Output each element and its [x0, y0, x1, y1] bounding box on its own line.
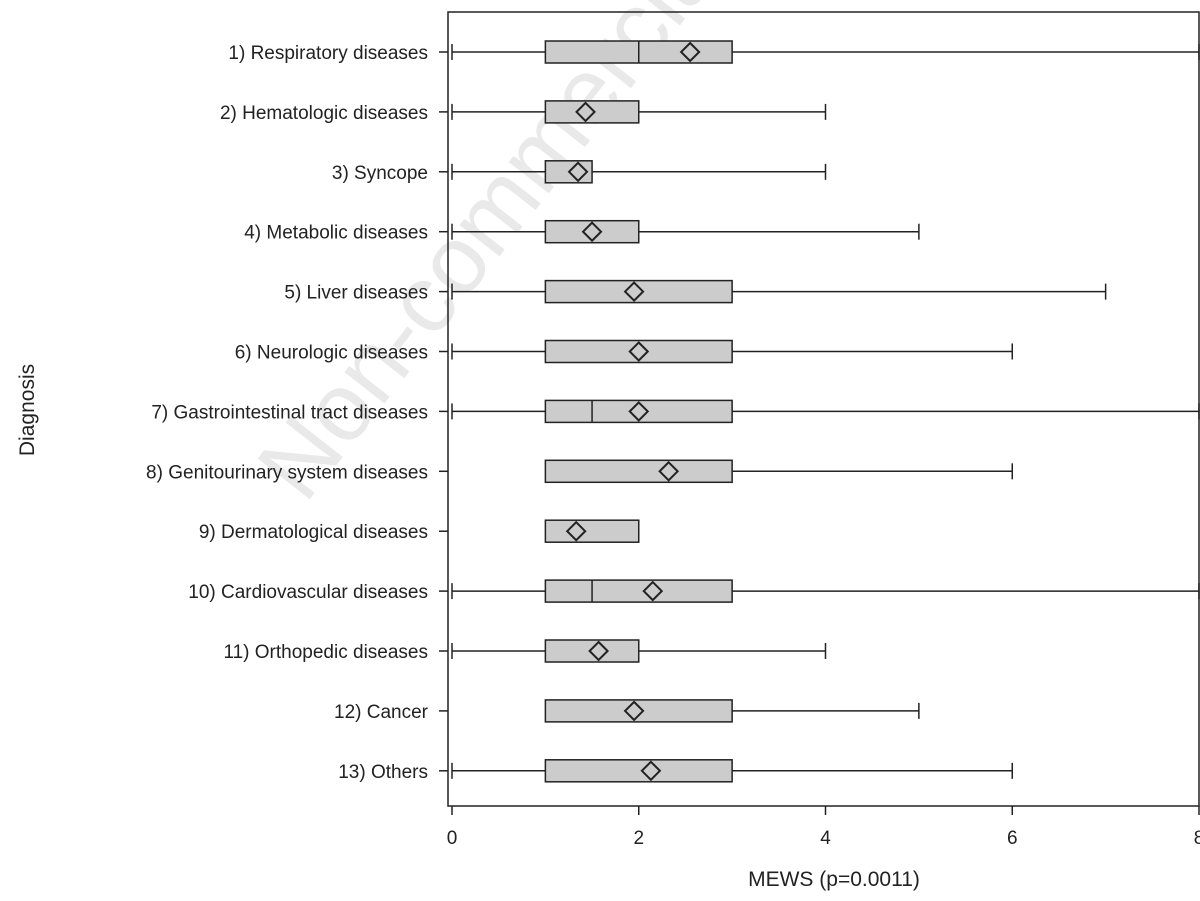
- watermark: Non-commercial: [237, 0, 752, 518]
- mean-marker: [658, 460, 680, 482]
- mean-marker: [628, 341, 650, 362]
- y-tick-label: 12) Cancer: [334, 702, 429, 723]
- x-tick-label: 2: [633, 828, 644, 849]
- y-axis-label: Diagnosis: [16, 364, 39, 456]
- y-tick-label: 1) Respiratory diseases: [228, 43, 428, 64]
- x-tick-label: 8: [1194, 828, 1200, 849]
- y-tick-label: 11) Orthopedic diseases: [223, 642, 428, 663]
- mean-marker: [679, 41, 701, 63]
- y-tick-label: 13) Others: [338, 762, 428, 783]
- x-tick-label: 6: [1007, 828, 1018, 849]
- y-tick-label: 2) Hematologic diseases: [220, 103, 428, 124]
- mean-marker: [628, 400, 650, 422]
- mean-marker: [640, 760, 662, 782]
- x-tick-label: 0: [447, 828, 458, 849]
- x-axis-label: MEWS (p=0.0011): [748, 868, 920, 891]
- y-tick-label: 10) Cardiovascular diseases: [188, 582, 428, 603]
- mean-marker: [588, 640, 610, 662]
- mean-marker: [575, 101, 596, 123]
- x-tick-label: 4: [820, 828, 831, 849]
- y-tick-label: 9) Dermatological diseases: [199, 522, 428, 543]
- y-tick-label: 5) Liver diseases: [284, 283, 428, 304]
- box: [544, 459, 733, 484]
- box: [544, 579, 733, 603]
- mean-marker: [642, 580, 664, 602]
- y-tick-label: 7) Gastrointestinal tract diseases: [151, 402, 428, 423]
- mean-marker: [567, 161, 589, 183]
- plot-layer: 0 2 4 6 8 1) Respiratory diseases 2) Hematolog…: [146, 11, 1200, 849]
- y-tick-label: 4) Metabolic diseases: [244, 223, 428, 244]
- mean-marker: [565, 520, 587, 542]
- box: [544, 759, 733, 783]
- mean-marker: [581, 221, 603, 243]
- mean-marker: [623, 281, 645, 303]
- box: [544, 519, 640, 543]
- y-tick-label: 6) Neurologic diseases: [235, 343, 428, 364]
- y-tick-label: 3) Syncope: [332, 163, 428, 184]
- mean-marker: [623, 700, 645, 722]
- y-tick-label: 8) Genitourinary system diseases: [146, 462, 428, 483]
